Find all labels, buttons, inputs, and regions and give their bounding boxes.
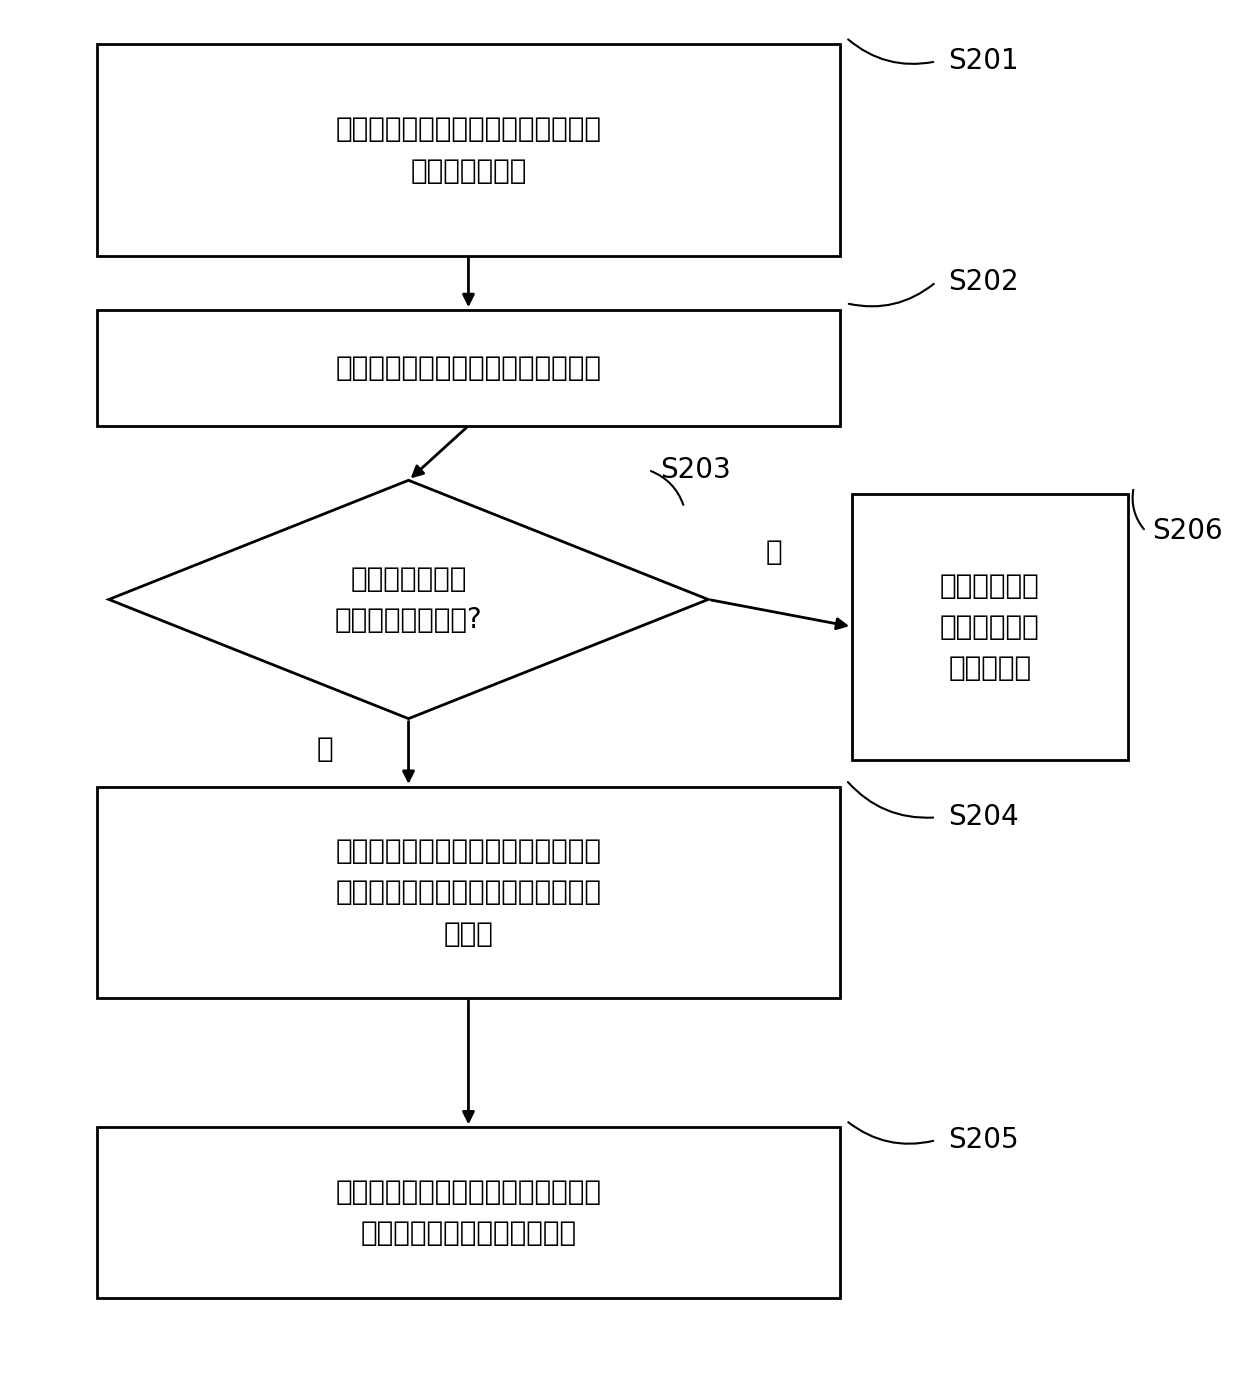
Text: S204: S204: [947, 804, 1018, 831]
Text: 将所述流量特征数据输入决策树，并
根据所述决策树进行异常识别: 将所述流量特征数据输入决策树，并 根据所述决策树进行异常识别: [336, 1178, 601, 1247]
Text: S206: S206: [1152, 517, 1223, 545]
Bar: [97, 44, 839, 256]
Text: S203: S203: [660, 455, 732, 484]
Text: 统计当前监控周期的日志上报数据量: 统计当前监控周期的日志上报数据量: [336, 354, 601, 383]
Text: S202: S202: [947, 268, 1018, 296]
Polygon shape: [109, 480, 708, 718]
Text: S205: S205: [947, 1126, 1018, 1154]
Text: 确认当前监控
周期的日志上
报数据正常: 确认当前监控 周期的日志上 报数据正常: [940, 571, 1040, 682]
Text: S201: S201: [947, 47, 1018, 76]
Text: 基于决策树学习算法构建用于识别异
常流量的决策树: 基于决策树学习算法构建用于识别异 常流量的决策树: [336, 116, 601, 184]
Bar: [97, 787, 839, 998]
Bar: [97, 310, 839, 425]
Text: 日志上报数据量
符合异常判断条件?: 日志上报数据量 符合异常判断条件?: [335, 566, 482, 634]
Bar: [97, 1127, 839, 1298]
Text: 是: 是: [316, 735, 332, 764]
Text: 否: 否: [766, 538, 782, 566]
Bar: [852, 494, 1127, 760]
Text: 对当前监控周期的日志上报数据进行
预处理，以得到决策树所需的流量特
征数据: 对当前监控周期的日志上报数据进行 预处理，以得到决策树所需的流量特 征数据: [336, 837, 601, 948]
